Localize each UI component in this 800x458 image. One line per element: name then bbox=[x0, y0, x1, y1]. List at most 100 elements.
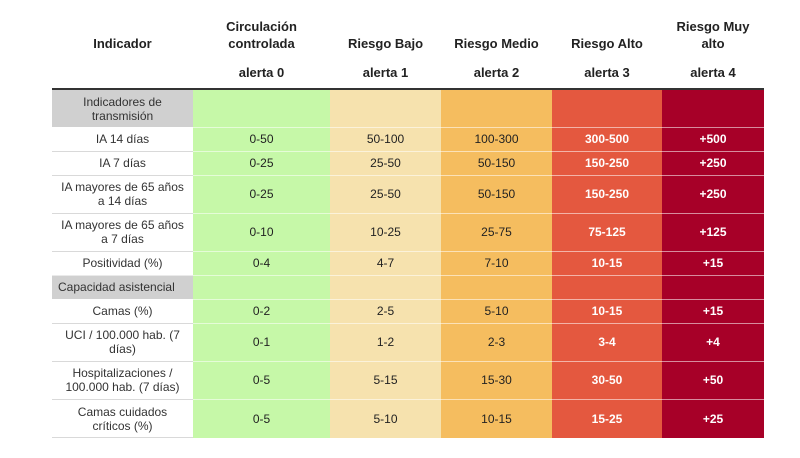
header-col-alert: alerta 4 bbox=[690, 65, 736, 80]
row-label: Positividad (%) bbox=[82, 256, 163, 270]
table-row: IA mayores de 65 años a 14 días 0-25 25-… bbox=[52, 175, 764, 213]
header-rule bbox=[52, 88, 764, 90]
cell-alert-0: 0-25 bbox=[249, 156, 274, 170]
cell-alert-1: 25-50 bbox=[370, 187, 401, 201]
cell-alert-0: 0-10 bbox=[249, 225, 274, 239]
row-divider bbox=[52, 251, 764, 252]
section-row-capacity: Capacidad asistencial bbox=[52, 275, 764, 299]
cell-alert-4: +500 bbox=[699, 132, 727, 146]
cell-alert-3: 10-15 bbox=[591, 304, 623, 318]
row-label: IA mayores de 65 años a 7 días bbox=[61, 218, 184, 246]
table-row: UCI / 100.000 hab. (7 días) 0-1 1-2 2-3 … bbox=[52, 323, 764, 361]
cell-alert-3: 300-500 bbox=[584, 132, 630, 146]
cell-alert-0: 0-50 bbox=[249, 132, 274, 146]
header-col-2: Riesgo Medio alerta 2 bbox=[441, 0, 552, 88]
cell-alert-0: 0-1 bbox=[252, 335, 271, 349]
table-row: Camas cuidados críticos (%) 0-5 5-10 10-… bbox=[52, 399, 764, 438]
row-label: IA 7 días bbox=[99, 156, 146, 170]
cell-alert-2: 15-30 bbox=[481, 373, 512, 387]
cell-alert-2: 100-300 bbox=[474, 132, 519, 146]
row-divider bbox=[52, 299, 764, 300]
header-col-alert: alerta 1 bbox=[362, 65, 409, 80]
cell-alert-1: 25-50 bbox=[370, 156, 401, 170]
row-divider bbox=[52, 437, 193, 438]
cell-alert-4: +250 bbox=[699, 156, 727, 170]
cell-alert-4: +125 bbox=[699, 225, 727, 239]
row-divider bbox=[52, 275, 764, 276]
row-divider bbox=[52, 151, 193, 152]
header-col-1: Riesgo Bajo alerta 1 bbox=[330, 0, 441, 88]
cell-alert-0: 0-5 bbox=[252, 411, 271, 426]
cell-alert-3: 150-250 bbox=[584, 187, 630, 201]
header-col-name: Riesgo Muy alto bbox=[676, 19, 750, 51]
cell-alert-2: 50-150 bbox=[477, 156, 516, 170]
row-divider bbox=[52, 127, 764, 128]
table-row: Camas (%) 0-2 2-5 5-10 10-15 +15 bbox=[52, 299, 764, 323]
cell-alert-2: 7-10 bbox=[484, 256, 509, 270]
row-divider bbox=[52, 323, 764, 324]
cell-alert-2: 5-10 bbox=[484, 304, 509, 318]
row-label: Camas cuidados críticos (%) bbox=[77, 404, 168, 433]
header-col-alert: alerta 0 bbox=[238, 65, 285, 80]
cell-alert-1: 50-100 bbox=[366, 132, 405, 146]
row-label: Camas (%) bbox=[92, 304, 153, 318]
row-divider bbox=[52, 175, 193, 176]
row-divider bbox=[52, 213, 193, 214]
cell-alert-3: 150-250 bbox=[584, 156, 630, 170]
column-alert-2 bbox=[441, 90, 552, 438]
row-label: IA mayores de 65 años a 14 días bbox=[61, 180, 184, 208]
cell-alert-4: +50 bbox=[702, 373, 724, 387]
row-divider bbox=[52, 213, 764, 214]
row-divider bbox=[52, 323, 193, 324]
header-col-name: Riesgo Medio bbox=[454, 36, 539, 51]
header-col-alert: alerta 2 bbox=[473, 65, 520, 80]
column-alert-4 bbox=[662, 90, 764, 438]
row-divider bbox=[52, 151, 764, 152]
header-col-3: Riesgo Alto alerta 3 bbox=[552, 0, 662, 88]
column-alert-3 bbox=[552, 90, 662, 438]
header-col-name: Riesgo Bajo bbox=[347, 36, 424, 51]
header-col-0: Circulación controlada alerta 0 bbox=[193, 0, 330, 88]
cell-alert-2: 10-15 bbox=[481, 411, 512, 426]
cell-alert-3: 3-4 bbox=[598, 335, 616, 349]
table-row: Hospitalizaciones / 100.000 hab. (7 días… bbox=[52, 361, 764, 399]
cell-alert-2: 2-3 bbox=[487, 335, 506, 349]
cell-alert-1: 5-10 bbox=[373, 411, 398, 426]
cell-alert-3: 75-125 bbox=[588, 225, 626, 239]
cell-alert-1: 1-2 bbox=[376, 335, 395, 349]
row-label: Hospitalizaciones / 100.000 hab. (7 días… bbox=[65, 366, 180, 394]
cell-alert-1: 2-5 bbox=[376, 304, 395, 318]
cell-alert-4: +250 bbox=[699, 187, 727, 201]
header-col-alert: alerta 3 bbox=[584, 65, 630, 80]
cell-alert-4: +25 bbox=[702, 411, 724, 426]
section-label: Indicadores de transmisión bbox=[52, 90, 193, 127]
section-label: Capacidad asistencial bbox=[52, 275, 193, 299]
row-divider bbox=[52, 175, 764, 176]
cell-alert-4: +15 bbox=[702, 304, 724, 318]
column-alert-1 bbox=[330, 90, 441, 438]
row-label: UCI / 100.000 hab. (7 días) bbox=[65, 328, 180, 356]
cell-alert-4: +4 bbox=[706, 335, 720, 349]
cell-alert-0: 0-5 bbox=[252, 373, 271, 387]
table-row: Positividad (%) 0-4 4-7 7-10 10-15 +15 bbox=[52, 251, 764, 275]
cell-alert-1: 5-15 bbox=[373, 373, 398, 387]
row-divider bbox=[52, 251, 193, 252]
cell-alert-3: 10-15 bbox=[591, 256, 623, 270]
cell-alert-3: 15-25 bbox=[591, 411, 623, 426]
header-col-name: Circulación controlada bbox=[226, 19, 297, 51]
cell-alert-0: 0-4 bbox=[252, 256, 271, 270]
table-row: IA 7 días 0-25 25-50 50-150 150-250 +250 bbox=[52, 151, 764, 175]
row-label: IA 14 días bbox=[95, 132, 150, 146]
row-divider bbox=[52, 399, 764, 400]
cell-alert-3: 30-50 bbox=[591, 373, 623, 387]
row-divider bbox=[52, 361, 764, 362]
section-row-transmission: Indicadores de transmisión bbox=[52, 90, 764, 127]
cell-alert-1: 10-25 bbox=[370, 225, 401, 239]
header-col-4: Riesgo Muy alto alerta 4 bbox=[662, 0, 764, 88]
header-indicator-label: Indicador bbox=[93, 36, 152, 51]
row-divider bbox=[52, 399, 193, 400]
cell-alert-0: 0-2 bbox=[252, 304, 271, 318]
cell-alert-1: 4-7 bbox=[376, 256, 395, 270]
cell-alert-4: +15 bbox=[702, 256, 724, 270]
row-divider bbox=[52, 361, 193, 362]
